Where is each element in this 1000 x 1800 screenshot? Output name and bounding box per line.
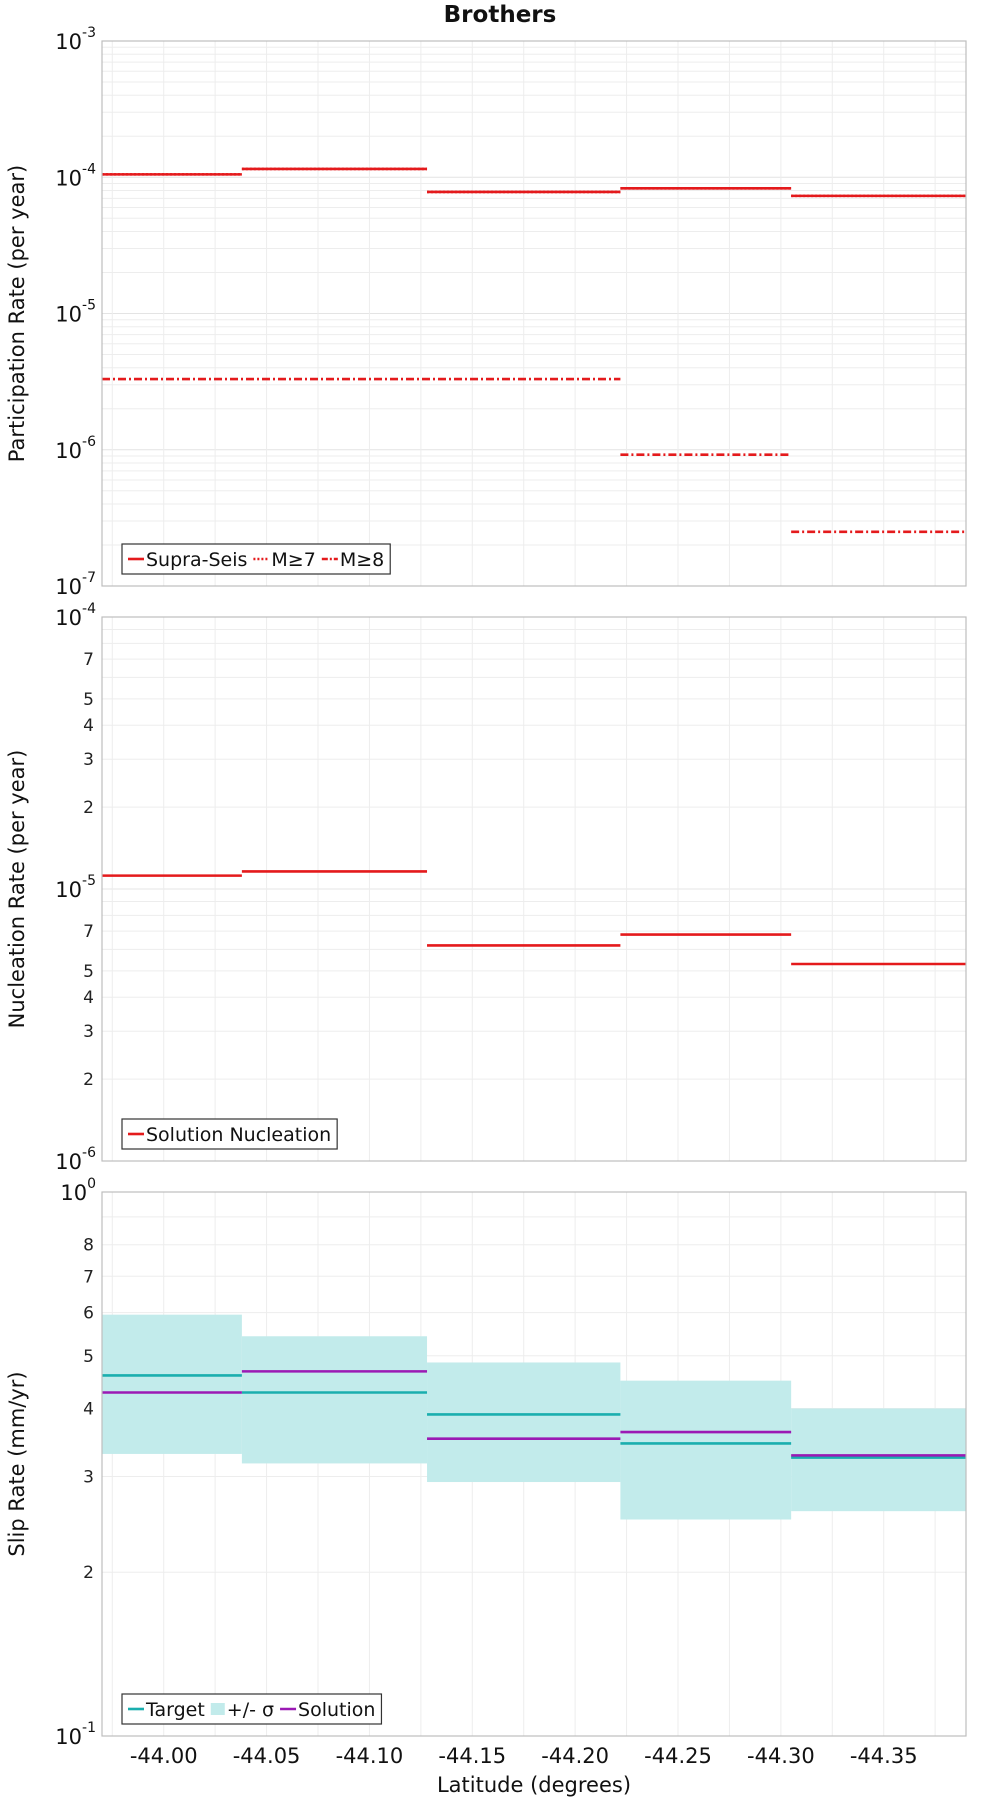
legend-label: M≥8 — [340, 549, 384, 571]
y-minor-tick-label: 3 — [83, 1467, 94, 1487]
legend-box — [121, 1118, 338, 1150]
y-minor-tick-label: 7 — [83, 650, 94, 670]
legend-label: Solution Nucleation — [146, 1124, 331, 1146]
y-tick-label: 10-3 — [55, 25, 96, 54]
legend-label: Target — [145, 1699, 205, 1721]
plot-border — [101, 616, 967, 1162]
y-minor-tick-label: 4 — [83, 1399, 94, 1419]
sigma-band-segment — [427, 1362, 621, 1483]
x-tick-label: -44.20 — [541, 1744, 609, 1768]
legend: Target +/- σ Solution — [121, 1693, 383, 1725]
y-minor-tick-label: 5 — [83, 690, 94, 710]
x-tick-label: -44.10 — [336, 1744, 404, 1768]
legend-label: Solution — [298, 1699, 375, 1721]
y-minor-tick-label: 7 — [83, 922, 94, 942]
y-minor-tick-label: 4 — [83, 716, 94, 736]
x-tick-label: -44.30 — [747, 1744, 815, 1768]
legend-label: Supra-Seis — [146, 549, 247, 571]
y-minor-tick-label: 5 — [83, 1347, 94, 1367]
plot-border — [101, 40, 967, 587]
x-tick-label: -44.15 — [438, 1744, 506, 1768]
legend-label: M≥7 — [271, 549, 315, 571]
y-tick-label: 10-4 — [55, 161, 96, 190]
legend: Solution Nucleation — [121, 1118, 338, 1150]
plot-border — [101, 1191, 967, 1737]
x-axis-label: Latitude (degrees) — [437, 1773, 631, 1797]
y-minor-tick-label: 3 — [83, 750, 94, 770]
legend-label: +/- σ — [227, 1699, 274, 1721]
legend: Supra-Seis M≥7 M≥8 — [121, 543, 391, 575]
x-axis: -44.00 -44.05 -44.10 -44.15 -44.20 -44.25 -44.… — [130, 1744, 918, 1768]
chart-title: Brothers — [444, 2, 557, 28]
sigma-band-segment — [241, 1336, 428, 1464]
x-tick-label: -44.35 — [850, 1744, 918, 1768]
y-axis-label: Participation Rate (per year) — [5, 165, 29, 462]
sigma-band-segment — [102, 1314, 242, 1454]
y-axis-label: Slip Rate (mm/yr) — [5, 1371, 29, 1556]
y-minor-tick-label: 8 — [83, 1236, 94, 1256]
x-tick-label: -44.05 — [233, 1744, 301, 1768]
x-tick-label: -44.00 — [130, 1744, 198, 1768]
y-minor-tick-label: 2 — [83, 1563, 94, 1583]
y-minor-tick-label: 4 — [83, 988, 94, 1008]
y-minor-tick-label: 2 — [83, 798, 94, 818]
y-minor-tick-label: 5 — [83, 962, 94, 982]
y-minor-tick-label: 2 — [83, 1070, 94, 1090]
legend-box — [121, 543, 391, 575]
sigma-band-segment — [791, 1408, 966, 1512]
x-tick-label: -44.25 — [644, 1744, 712, 1768]
legend-swatch — [210, 1703, 225, 1715]
y-minor-tick-label: 3 — [83, 1022, 94, 1042]
sigma-band-segment — [620, 1380, 792, 1520]
legend-box — [121, 1693, 383, 1725]
y-axis-label: Nucleation Rate (per year) — [5, 750, 29, 1029]
y-minor-tick-label: 6 — [83, 1304, 94, 1324]
y-minor-tick-label: 7 — [83, 1267, 94, 1287]
